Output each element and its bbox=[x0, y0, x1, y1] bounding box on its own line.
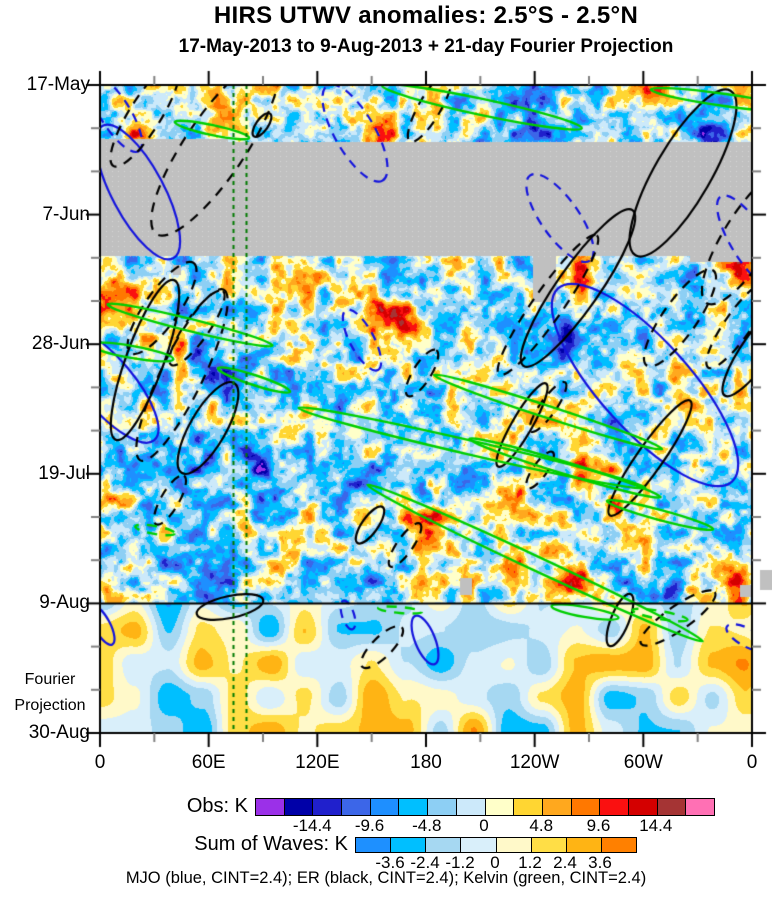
waves-colorbar-cell bbox=[391, 838, 427, 852]
x-axis-tick-label: 60E bbox=[191, 752, 226, 773]
obs-colorbar-cell bbox=[657, 799, 687, 815]
obs-colorbar-cell bbox=[600, 799, 629, 815]
obs-colorbar-cell bbox=[485, 799, 515, 815]
y-axis-tick-label: 19-Jul bbox=[38, 462, 90, 484]
waves-colorbar-cell bbox=[496, 838, 532, 852]
waves-colorbar-tick-label: -2.4 bbox=[410, 853, 440, 872]
x-axis-tick-label: 120E bbox=[295, 752, 340, 773]
obs-colorbar-tick-label: -14.4 bbox=[292, 816, 332, 835]
obs-colorbar-cell bbox=[686, 799, 714, 815]
obs-colorbar-cell bbox=[428, 799, 457, 815]
obs-colorbar bbox=[255, 798, 715, 816]
x-axis-tick-label: 120W bbox=[509, 752, 560, 773]
obs-colorbar-cell bbox=[256, 799, 285, 815]
page-title: HIRS UTWV anomalies: 2.5°S - 2.5°N bbox=[213, 2, 639, 29]
x-axis-tick-label: 0 bbox=[746, 752, 758, 773]
waves-colorbar-cell bbox=[461, 838, 497, 852]
y-axis-tick-label: 7-Jun bbox=[42, 203, 90, 225]
obs-colorbar-cell bbox=[628, 799, 658, 815]
y-axis-tick-label: 28-Jun bbox=[31, 333, 90, 355]
obs-colorbar-cell bbox=[399, 799, 429, 815]
obs-colorbar-tick-label: 14.4 bbox=[639, 816, 673, 835]
obs-colorbar-cell bbox=[284, 799, 314, 815]
y-axis-tick-label: 30-Aug bbox=[28, 722, 90, 743]
obs-colorbar-cell bbox=[456, 799, 486, 815]
obs-colorbar-cell bbox=[571, 799, 601, 815]
obs-colorbar-tick-label: -4.8 bbox=[412, 816, 442, 835]
obs-colorbar-tick-label: 0 bbox=[479, 816, 489, 835]
waves-colorbar-tick-label: 0 bbox=[490, 853, 500, 872]
waves-colorbar-tick-label: 1.2 bbox=[518, 853, 542, 872]
fourier-projection-annotation-line2: Projection bbox=[14, 697, 86, 714]
page-subtitle: 17-May-2013 to 9-Aug-2013 + 21-day Fouri… bbox=[178, 36, 674, 57]
y-axis-tick-label: 9-Aug bbox=[39, 592, 90, 614]
fourier-projection-annotation-line1: Fourier bbox=[24, 671, 76, 688]
obs-colorbar-cell bbox=[313, 799, 343, 815]
waves-colorbar-cell bbox=[566, 838, 602, 852]
waves-colorbar-cell bbox=[531, 838, 567, 852]
waves-colorbar-tick-label: 3.6 bbox=[588, 853, 612, 872]
contour-legend-caption: MJO (blue, CINT=2.4); ER (black, CINT=2.… bbox=[125, 869, 647, 887]
waves-colorbar-tick-label: -1.2 bbox=[445, 853, 475, 872]
waves-colorbar-cell bbox=[356, 838, 392, 852]
x-axis-tick-label: 60W bbox=[623, 752, 663, 773]
waves-colorbar-tick-label: 2.4 bbox=[553, 853, 577, 872]
obs-colorbar-cell bbox=[342, 799, 371, 815]
waves-colorbar-title: Sum of Waves: K bbox=[194, 833, 348, 855]
waves-colorbar bbox=[355, 837, 637, 853]
y-axis-tick-label: 17-May bbox=[26, 74, 90, 95]
x-axis-tick-label: 180 bbox=[410, 752, 442, 773]
waves-colorbar-tick-label: -3.6 bbox=[375, 853, 405, 872]
obs-colorbar-tick-label: 4.8 bbox=[529, 816, 554, 835]
obs-colorbar-tick-label: 9.6 bbox=[586, 816, 611, 835]
obs-colorbar-tick-label: -9.6 bbox=[354, 816, 385, 835]
x-axis-tick-label: 0 bbox=[94, 752, 106, 773]
obs-colorbar-title: Obs: K bbox=[186, 795, 248, 817]
waves-colorbar-cell bbox=[426, 838, 462, 852]
waves-colorbar-cell bbox=[601, 838, 636, 852]
obs-colorbar-cell bbox=[514, 799, 543, 815]
obs-colorbar-cell bbox=[370, 799, 400, 815]
obs-colorbar-cell bbox=[542, 799, 572, 815]
